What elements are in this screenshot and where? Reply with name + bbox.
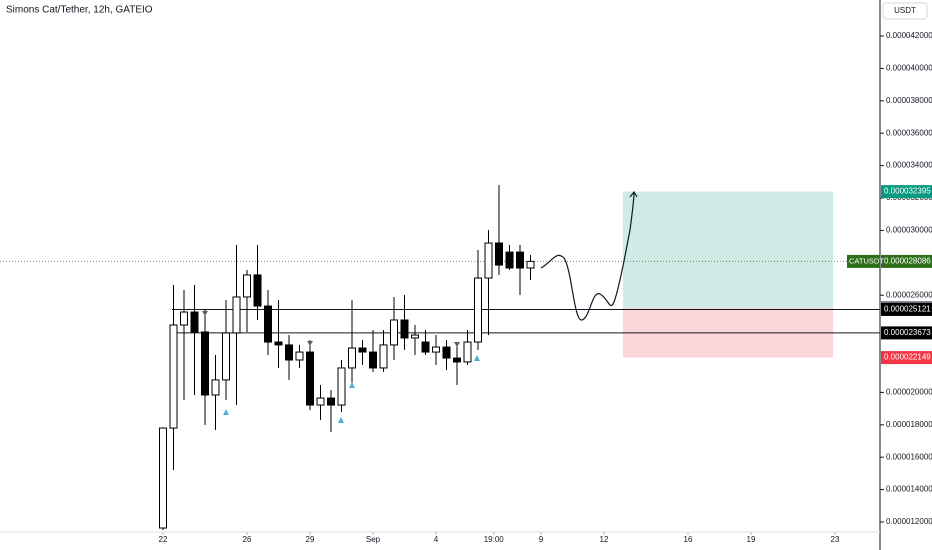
y-tick-label: 0.000040000 [886,64,932,73]
x-tick-label: 9 [539,535,544,544]
x-tick-label: Sep [366,535,381,544]
candle-body [316,397,325,406]
stop-price-label: 0.000022149 [884,353,931,362]
x-tick-label: 26 [243,535,252,544]
candle-body [452,357,461,363]
candle-body [327,397,336,406]
candle-body [190,311,199,333]
candle-body [358,347,367,353]
stop-price-label-box [881,351,932,365]
candle-body [484,242,493,279]
candle-body [526,260,535,269]
candle-body [442,346,451,359]
currency-button[interactable] [882,2,928,20]
chart-title: Simons Cat/Tether, 12h, GATEIO [6,5,153,16]
x-tick-label: 4 [434,535,439,544]
buy-signal [349,382,355,388]
buy-signal [338,417,344,423]
sell-signal [202,311,208,316]
candle-body [368,351,377,369]
y-tick-label: 0.000036000 [886,128,932,137]
last-price-label: 0.000028086 [884,257,931,266]
level-price-label-box [881,326,932,340]
candle-body [421,341,430,353]
projection-drawing [540,190,638,321]
last-price-label-box [881,254,932,268]
target-price-label: 0.000032395 [884,187,931,196]
level-price-label-box [881,302,932,316]
y-tick-label: 0.000020000 [886,388,932,397]
candle-body [306,351,315,406]
candle-body [348,347,356,369]
y-tick-label: 0.000016000 [886,452,932,461]
signals [202,311,480,423]
candle-body [285,344,294,361]
candle-body [410,334,419,339]
candle-body [400,319,409,339]
x-tick-label: 29 [306,535,315,544]
candle-body [274,341,283,346]
y-tick-label: 0.000012000 [886,517,932,526]
y-tick-label: 0.000034000 [886,161,932,170]
candle-body [243,274,252,298]
candle-body [473,277,482,343]
target-price-label-box [881,185,932,199]
currency-label: USDT [894,6,916,15]
x-tick-label: 19 [747,535,756,544]
candle-body [222,332,231,381]
candle-body [180,311,189,326]
sell-signal [307,341,313,346]
candle-body [463,341,472,363]
plot [0,185,880,530]
candle-body [505,251,514,269]
candle-body [295,351,304,361]
symbol-box [847,254,880,268]
candle-body [169,324,178,429]
level-price-label: 0.000023673 [884,328,931,337]
take-profit-zone [623,191,833,308]
y-tick-label: 0.000018000 [886,420,932,429]
candle-body [159,427,168,529]
y-tick-label: 0.000014000 [886,485,932,494]
x-tick-label: 12 [600,535,609,544]
candle-body [337,367,346,406]
x-tick-label: 16 [684,535,693,544]
x-tick-label: 22 [159,535,168,544]
candle-body [253,274,262,307]
y-tick-label: 0.000042000 [886,31,932,40]
buy-signal [474,355,480,361]
y-tick-label: 0.000038000 [886,96,932,105]
symbol-label: CATUSDT [849,256,884,265]
candle-body [379,344,388,369]
y-tick-label: 0.000030000 [886,226,932,235]
candle-body [389,319,398,346]
candle-body [211,379,220,396]
candle-body [201,331,210,396]
y-tick-label: 0.000026000 [886,290,932,299]
candle-body [494,242,503,266]
x-tick-label: 23 [831,535,840,544]
candle-body [431,346,440,353]
sell-signal [454,342,460,347]
buy-signal [223,409,229,415]
level-price-label: 0.000025121 [884,305,931,314]
x-tick-label: 19:00 [484,535,505,544]
candle-body [515,251,524,269]
candle-body [264,305,273,343]
candle-body [232,296,241,334]
